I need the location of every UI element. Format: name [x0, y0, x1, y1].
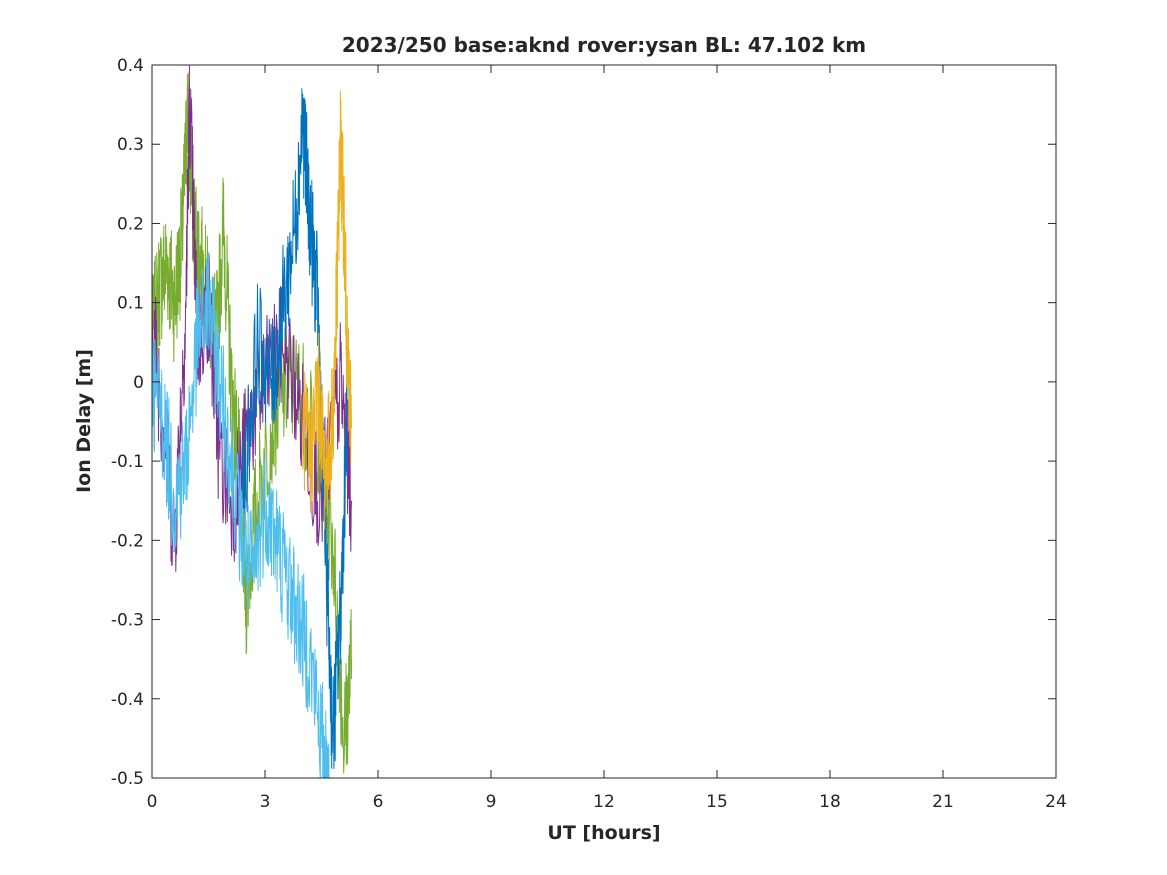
series-layer — [151, 64, 353, 779]
x-tick-label: 21 — [932, 792, 954, 812]
x-tick-label: 9 — [486, 792, 497, 812]
series-line-4 — [151, 252, 330, 779]
y-tick-label: -0.5 — [111, 769, 144, 789]
y-tick-label: -0.1 — [111, 452, 144, 472]
y-tick-label: 0.3 — [117, 135, 144, 155]
series-line-3 — [302, 90, 353, 530]
x-tick-label: 3 — [260, 792, 271, 812]
y-tick-label: -0.3 — [111, 611, 144, 631]
plot-area — [152, 65, 1056, 778]
y-axis-label: Ion Delay [m] — [73, 349, 95, 493]
y-tick-label: 0.1 — [117, 294, 144, 314]
x-tick-label: 12 — [593, 792, 615, 812]
y-tick-label: -0.4 — [111, 690, 144, 710]
y-tick-label: 0 — [133, 373, 144, 393]
x-tick-label: 6 — [373, 792, 384, 812]
series-line-1 — [151, 64, 353, 572]
series-line-2 — [241, 88, 349, 770]
x-tick-label: 0 — [147, 792, 158, 812]
x-tick-label: 18 — [819, 792, 841, 812]
x-axis-label: UT [hours] — [547, 822, 660, 844]
y-tick-label: 0.4 — [117, 56, 144, 76]
y-tick-label: 0.2 — [117, 214, 144, 234]
axes-box — [151, 64, 1057, 779]
chart-title: 2023/250 base:aknd rover:ysan BL: 47.102… — [342, 33, 866, 57]
x-tick-label: 15 — [706, 792, 728, 812]
x-tick-label: 24 — [1045, 792, 1067, 812]
tick-layer: 0 3 6 9 12 15 18 21 24 -0.5 -0.4 -0.3 -0.2 -0.1 0 0.1 0.… — [111, 56, 1067, 812]
y-tick-label: -0.2 — [111, 531, 144, 551]
